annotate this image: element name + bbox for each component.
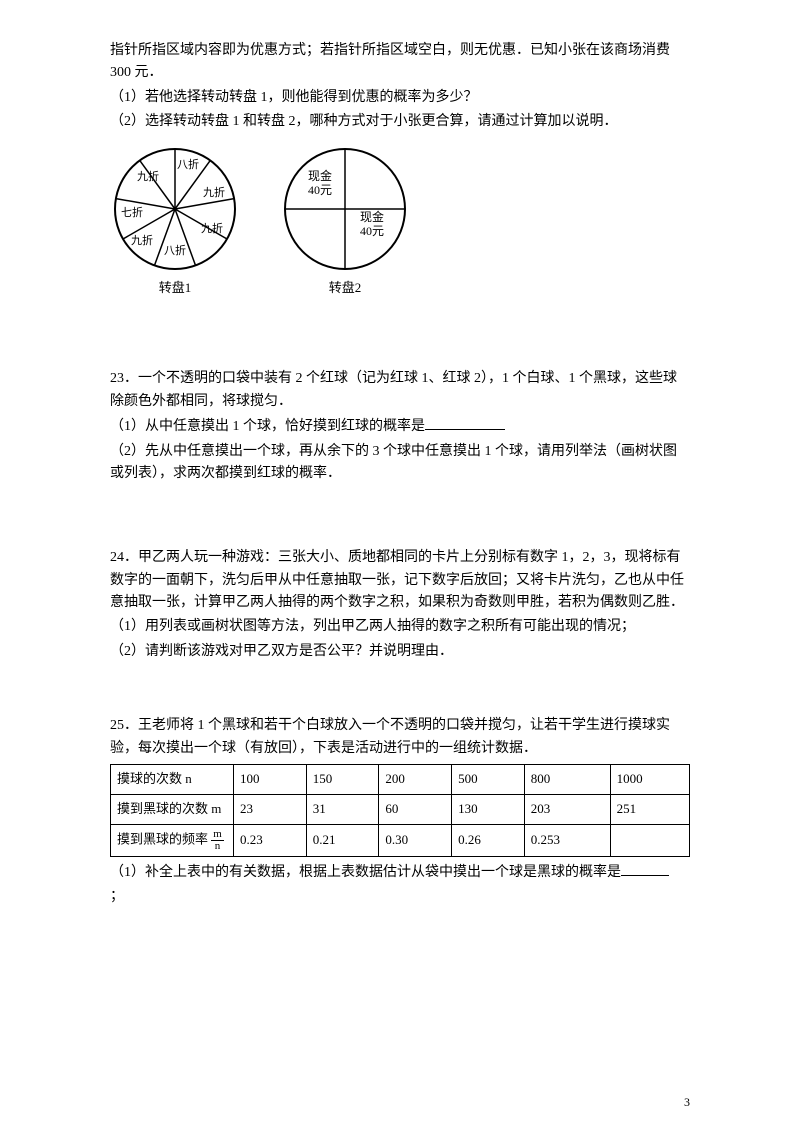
q25-blank[interactable]: [621, 861, 669, 876]
wheel2-top-l2: 40元: [308, 183, 332, 197]
q23-line2-pre: （1）从中任意摸出 1 个球，恰好摸到红球的概率是: [110, 419, 425, 434]
table-row: 摸到黑球的次数 m 23 31 60 130 203 251: [111, 794, 690, 824]
q23-blank[interactable]: [425, 415, 505, 430]
q25-line2-pre: （1）补全上表中的有关数据，根据上表数据估计从袋中摸出一个球是黑球的概率是: [110, 865, 621, 880]
wheel1-label-2: 九折: [201, 221, 223, 235]
wheel1-svg: 八折 九折 九折 八折 九折 七折 九折: [110, 144, 240, 274]
td: 251: [610, 794, 689, 824]
q22-part1: （1）若他选择转动转盘 1，则他能得到优惠的概率为多少？: [110, 87, 690, 109]
wheel2-right-l1: 现金: [360, 209, 384, 224]
td: 203: [524, 794, 610, 824]
q23-line2: （1）从中任意摸出 1 个球，恰好摸到红球的概率是: [110, 415, 690, 438]
wheel1-label-1: 九折: [203, 185, 225, 199]
wheel2-caption: 转盘2: [329, 278, 362, 299]
th-m: 摸到黑球的次数 m: [111, 794, 234, 824]
wheel1-label-4: 九折: [131, 233, 153, 247]
freq-label: 摸到黑球的频率: [117, 831, 208, 846]
table-row: 摸球的次数 n 100 150 200 500 800 1000: [111, 765, 690, 795]
q24-line2: （1）用列表或画树状图等方法，列出甲乙两人抽得的数字之积所有可能出现的情况；: [110, 616, 690, 638]
q23-line1: 23．一个不透明的口袋中装有 2 个红球（记为红球 1、红球 2），1 个白球、…: [110, 368, 690, 413]
wheel1-label-0: 八折: [177, 157, 199, 171]
td: 0.253: [524, 824, 610, 856]
td: 150: [306, 765, 379, 795]
td: [610, 824, 689, 856]
table-row: 摸到黑球的频率 m n 0.23 0.21 0.30 0.26 0.253: [111, 824, 690, 856]
wheel2-svg: 现金 40元 现金 40元: [280, 144, 410, 274]
q22-part2: （2）选择转动转盘 1 和转盘 2，哪种方式对于小张更合算，请通过计算加以说明．: [110, 111, 690, 133]
q25-line2-post: ；: [110, 886, 690, 908]
td: 100: [234, 765, 307, 795]
td: 130: [452, 794, 525, 824]
q23-line3: （2）先从中任意摸出一个球，再从余下的 3 个球中任意摸出 1 个球，请用列举法…: [110, 441, 690, 486]
td: 0.21: [306, 824, 379, 856]
frac-num: m: [211, 829, 224, 841]
th-n: 摸球的次数 n: [111, 765, 234, 795]
wheel2-right-l2: 40元: [360, 224, 384, 238]
q24-line3: （2）请判断该游戏对甲乙双方是否公平？并说明理由．: [110, 641, 690, 663]
wheel1-label-3: 八折: [164, 243, 186, 257]
wheel1-box: 八折 九折 九折 八折 九折 七折 九折 转盘1: [110, 144, 240, 299]
wheel2-box: 现金 40元 现金 40元 转盘2: [280, 144, 410, 299]
freq-frac: m n: [211, 829, 224, 852]
td: 800: [524, 765, 610, 795]
wheels-row: 八折 九折 九折 八折 九折 七折 九折 转盘1 现金 40元 现金 40元 转…: [110, 144, 690, 299]
td: 1000: [610, 765, 689, 795]
td: 0.26: [452, 824, 525, 856]
td: 31: [306, 794, 379, 824]
q22-intro: 指针所指区域内容即为优惠方式；若指针所指区域空白，则无优惠．已知小张在该商场消费…: [110, 40, 690, 85]
td: 0.30: [379, 824, 452, 856]
q24-line1: 24．甲乙两人玩一种游戏：三张大小、质地都相同的卡片上分别标有数字 1，2，3，…: [110, 547, 690, 614]
frac-den: n: [213, 841, 223, 852]
wheel1-caption: 转盘1: [159, 278, 192, 299]
q25-line2: （1）补全上表中的有关数据，根据上表数据估计从袋中摸出一个球是黑球的概率是: [110, 861, 690, 884]
td: 500: [452, 765, 525, 795]
td: 23: [234, 794, 307, 824]
q25-line1: 25．王老师将 1 个黑球和若干个白球放入一个不透明的口袋并搅匀，让若干学生进行…: [110, 715, 690, 760]
td: 0.23: [234, 824, 307, 856]
wheel1-label-5: 七折: [121, 205, 143, 219]
wheel2-top-l1: 现金: [308, 168, 332, 183]
th-freq: 摸到黑球的频率 m n: [111, 824, 234, 856]
stats-table: 摸球的次数 n 100 150 200 500 800 1000 摸到黑球的次数…: [110, 764, 690, 857]
td: 200: [379, 765, 452, 795]
wheel1-label-6: 九折: [137, 169, 159, 183]
page-number: 3: [684, 1093, 690, 1112]
td: 60: [379, 794, 452, 824]
